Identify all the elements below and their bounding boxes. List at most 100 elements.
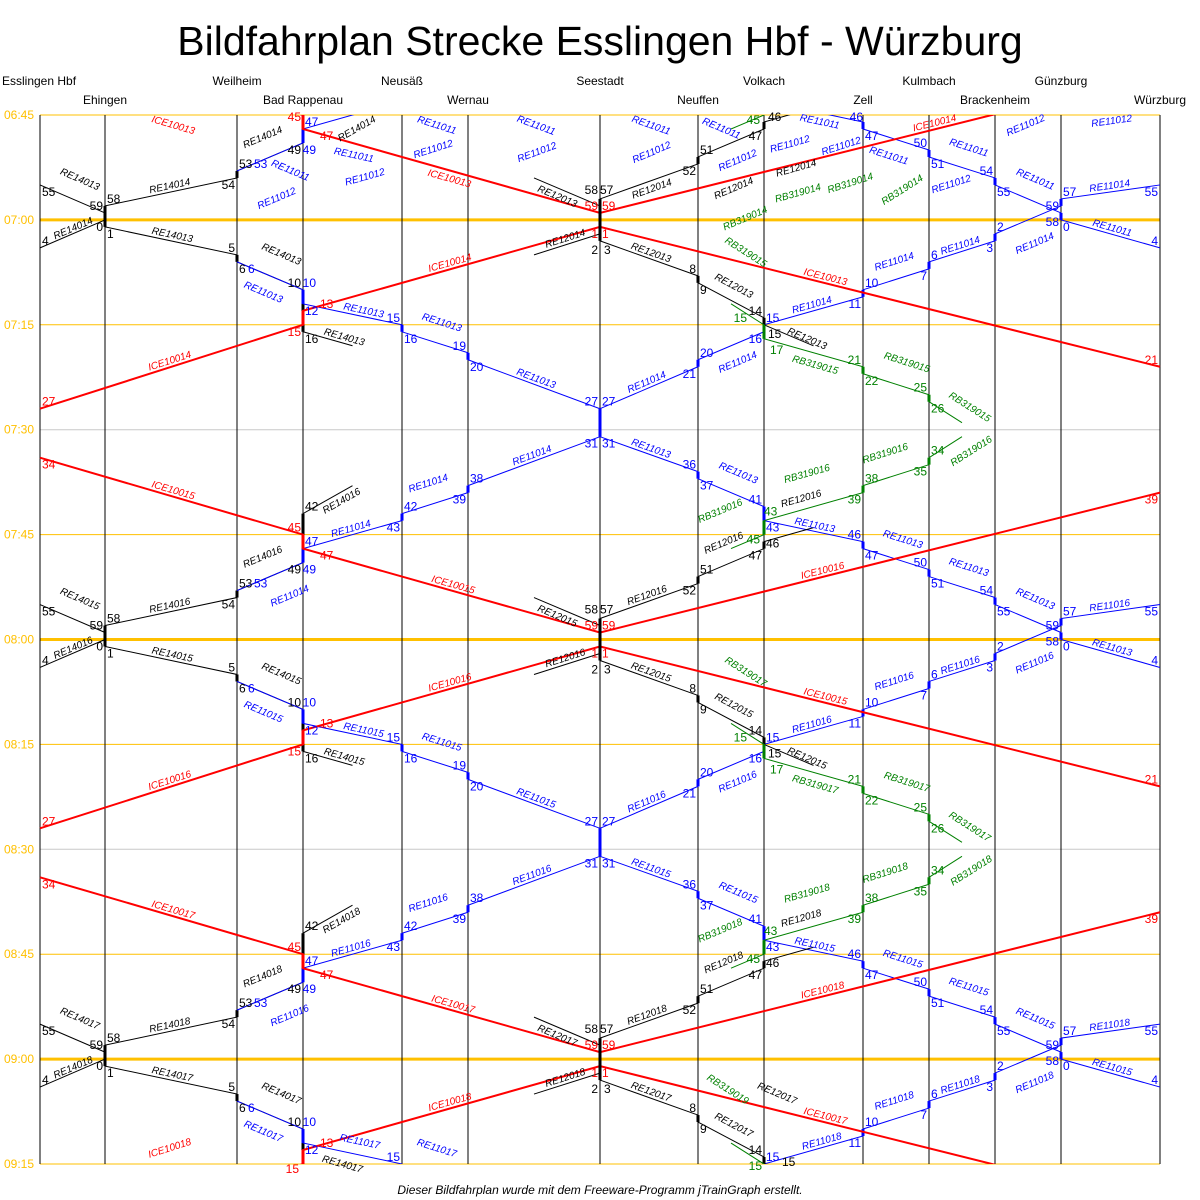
stop-time-label: 47 bbox=[305, 954, 319, 968]
train-name-label: RE11015 bbox=[515, 786, 558, 811]
stop-time-label: 16 bbox=[404, 751, 418, 765]
train-name-label: RE14014 bbox=[148, 177, 192, 196]
stop-time-label: 27 bbox=[42, 395, 56, 409]
stop-time-label: 34 bbox=[42, 877, 56, 891]
train-name-label: RE11012 bbox=[820, 135, 863, 158]
train-name-label: RE14017 bbox=[58, 1006, 101, 1033]
train-name-label: RB319015 bbox=[791, 354, 840, 378]
train-name-label: RE11012 bbox=[717, 148, 759, 174]
stop-time-label: 16 bbox=[749, 332, 763, 346]
train-name-label: RE11011 bbox=[416, 114, 458, 137]
stop-time-label: 38 bbox=[865, 472, 879, 486]
train-name-label: ICE10018 bbox=[800, 980, 846, 1002]
stop-time-label: 43 bbox=[764, 924, 778, 938]
stop-time-label: 59 bbox=[602, 619, 616, 633]
station-label: Kulmbach bbox=[902, 74, 955, 88]
stop-time-label: 49 bbox=[303, 563, 317, 577]
train-name-label: ICE10017 bbox=[150, 899, 196, 922]
train-name-label: RB319018 bbox=[861, 861, 910, 886]
stop-time-label: 1 bbox=[107, 227, 114, 241]
time-tick-label: 07:00 bbox=[4, 213, 34, 227]
stop-time-label: 58 bbox=[585, 1022, 599, 1036]
stop-time-label: 57 bbox=[600, 183, 614, 197]
train-name-label: RE11012 bbox=[1091, 113, 1134, 130]
stop-time-label: 10 bbox=[288, 1115, 302, 1129]
train-name-label: ICE10013 bbox=[150, 114, 196, 137]
stop-time-label: 6 bbox=[248, 262, 255, 276]
train-name-label: ICE10016 bbox=[147, 769, 193, 793]
train-name-label: RE11013 bbox=[342, 301, 385, 320]
chart-title: Bildfahrplan Strecke Esslingen Hbf - Wür… bbox=[177, 18, 1023, 64]
stop-time-label: 15 bbox=[288, 744, 302, 758]
stop-time-label: 15 bbox=[766, 311, 780, 325]
train-name-label: RE11016 bbox=[511, 863, 554, 888]
stop-time-label: 54 bbox=[980, 1003, 994, 1017]
stop-time-label: 1 bbox=[107, 1066, 114, 1080]
train-name-label: RE11014 bbox=[330, 518, 373, 540]
stop-time-label: 52 bbox=[683, 1003, 697, 1017]
train-name-label: RE11016 bbox=[407, 892, 450, 915]
station-label: Neusäß bbox=[381, 74, 423, 88]
stop-time-label: 49 bbox=[288, 982, 302, 996]
train-line-ICE10015 bbox=[39, 456, 1161, 788]
train-line-ICE10018 bbox=[299, 911, 1161, 1164]
stop-time-label: 47 bbox=[305, 115, 319, 129]
stop-time-label: 54 bbox=[980, 584, 994, 598]
stop-time-label: 55 bbox=[1145, 605, 1159, 619]
stop-time-label: 0 bbox=[96, 1059, 103, 1073]
stop-time-label: 6 bbox=[239, 681, 246, 695]
stop-time-label: 15 bbox=[782, 1155, 796, 1169]
stop-time-label: 19 bbox=[453, 339, 467, 353]
stop-time-label: 9 bbox=[700, 1122, 707, 1136]
train-name-label: RE11012 bbox=[516, 140, 559, 165]
stop-time-label: 58 bbox=[107, 1031, 121, 1045]
stop-time-label: 43 bbox=[387, 940, 401, 954]
stop-time-label: 2 bbox=[591, 1082, 598, 1096]
stop-time-label: 53 bbox=[239, 577, 253, 591]
stop-time-label: 59 bbox=[602, 1038, 616, 1052]
stop-time-label: 35 bbox=[914, 465, 928, 479]
stop-time-label: 35 bbox=[914, 884, 928, 898]
stop-time-label: 11 bbox=[849, 716, 862, 730]
stop-time-label: 26 bbox=[931, 402, 945, 416]
train-name-label: RE14013 bbox=[323, 327, 367, 349]
stop-time-label: 43 bbox=[766, 521, 780, 535]
train-name-label: ICE10014 bbox=[147, 349, 193, 373]
train-name-label: RE11015 bbox=[947, 976, 990, 999]
stop-time-label: 26 bbox=[931, 821, 945, 835]
stop-time-label: 47 bbox=[320, 968, 334, 982]
stop-time-label: 2 bbox=[591, 662, 598, 676]
stop-time-label: 57 bbox=[1063, 185, 1077, 199]
train-name-label: RB319015 bbox=[947, 390, 993, 425]
stop-time-label: 59 bbox=[1046, 199, 1060, 213]
train-name-label: ICE10013 bbox=[802, 267, 848, 289]
time-tick-label: 07:45 bbox=[4, 528, 34, 542]
stop-time-label: 21 bbox=[683, 367, 697, 381]
train-name-label: RE14015 bbox=[260, 661, 303, 688]
train-name-label: RE11018 bbox=[1014, 1070, 1056, 1096]
stop-time-label: 50 bbox=[914, 136, 928, 150]
station-label: Volkach bbox=[743, 74, 785, 88]
stop-time-label: 25 bbox=[914, 381, 928, 395]
stop-time-label: 3 bbox=[604, 662, 611, 676]
train-name-label: RE11011 bbox=[868, 145, 910, 168]
stop-time-label: 15 bbox=[387, 1150, 401, 1164]
time-tick-label: 08:45 bbox=[4, 947, 34, 961]
train-name-label: RE11016 bbox=[1014, 650, 1056, 676]
train-name-label: RB319016 bbox=[861, 441, 910, 466]
stop-time-label: 46 bbox=[848, 947, 862, 961]
stop-time-label: 59 bbox=[585, 1038, 599, 1052]
stop-time-label: 15 bbox=[387, 311, 401, 325]
stop-time-label: 17 bbox=[770, 343, 784, 357]
stop-time-label: 0 bbox=[1063, 1059, 1070, 1073]
stop-time-label: 15 bbox=[766, 730, 780, 744]
train-name-label: ICE10017 bbox=[430, 994, 476, 1017]
stop-time-label: 2 bbox=[997, 1059, 1004, 1073]
stop-time-label: 51 bbox=[931, 577, 945, 591]
train-name-label: RE11015 bbox=[342, 721, 385, 740]
train-name-label: RE11013 bbox=[947, 556, 990, 579]
stop-time-label: 34 bbox=[931, 863, 945, 877]
train-name-label: RE11011 bbox=[269, 158, 310, 184]
train-name-label: RE14018 bbox=[321, 906, 363, 936]
stop-time-label: 34 bbox=[931, 444, 945, 458]
